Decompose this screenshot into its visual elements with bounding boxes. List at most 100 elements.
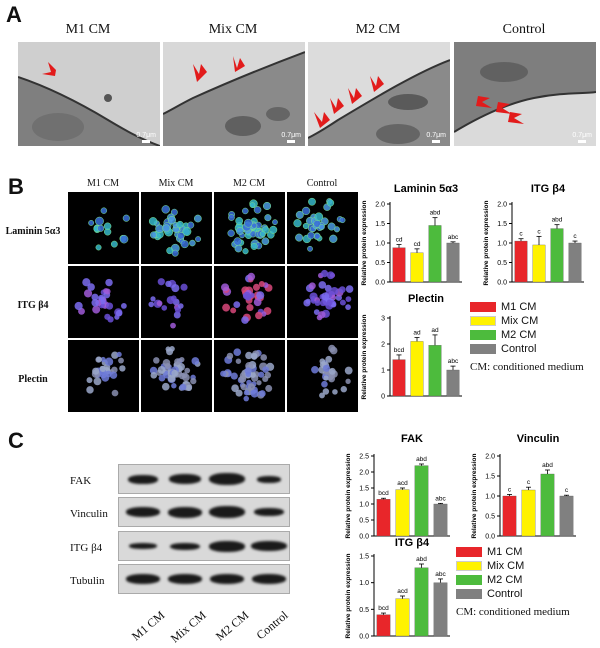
significance-label: abc: [435, 571, 446, 578]
blot-band: [251, 541, 287, 551]
blot-band: [257, 475, 281, 483]
bar: [410, 341, 424, 397]
y-tick-label: 0.0: [359, 534, 369, 541]
if-image: [287, 266, 358, 338]
bar: [446, 242, 460, 283]
chart-itg-b: ITG β4 Relative protein expression 0.0 0.5 1…: [483, 183, 584, 287]
blot-band: [252, 574, 286, 584]
blot-strip: [118, 497, 290, 527]
blot-strip: [118, 564, 290, 594]
bar: [428, 225, 442, 283]
y-tick-label: 0.5: [375, 260, 385, 267]
blot-band: [209, 473, 245, 485]
significance-label: ad: [431, 327, 439, 334]
bar: [376, 499, 391, 537]
chart-laminin: Laminin 5α3 Relative protein expression 0.…: [361, 183, 462, 287]
bar: [433, 582, 448, 637]
if-row-plectin: Plectin: [18, 374, 48, 385]
significance-label: c: [508, 486, 512, 493]
y-tick-label: 0.5: [485, 514, 495, 521]
significance-label: ad: [413, 330, 421, 337]
bar: [532, 244, 546, 283]
if-row-laminin: Laminin 5α3: [5, 226, 61, 237]
significance-label: abc: [448, 234, 459, 241]
y-tick-label: 2.0: [375, 202, 385, 209]
if-col-mix: Mix CM: [158, 178, 194, 189]
chart-ylabel: Relative protein expression: [361, 315, 368, 400]
blot-band: [126, 507, 160, 517]
if-col-m1: M1 CM: [87, 178, 119, 189]
blot-band: [170, 542, 200, 550]
blot-band: [210, 574, 244, 584]
significance-label: acd: [397, 480, 408, 487]
blot-band: [168, 506, 202, 518]
y-tick-label: 0.0: [485, 534, 495, 541]
blot-band: [168, 574, 202, 584]
significance-label: bcd: [378, 605, 389, 612]
bar: [521, 489, 536, 537]
blot-band: [129, 543, 157, 549]
chart-ylabel: Relative protein expression: [471, 454, 478, 539]
bar: [414, 465, 429, 537]
blot-band: [209, 540, 245, 552]
y-tick-label: 0.0: [497, 280, 507, 287]
significance-label: cd: [396, 237, 403, 244]
tem-title-mix: Mix CM: [208, 22, 258, 37]
legend-item: Mix CM: [456, 560, 570, 574]
if-row-itg: ITG β4: [17, 300, 49, 311]
tem-title-m1: M1 CM: [65, 22, 111, 37]
y-tick-label: 1.5: [485, 474, 495, 481]
if-image: [214, 340, 285, 412]
blot-strip: [118, 464, 290, 494]
bar: [392, 359, 406, 397]
blot-band: [169, 474, 201, 484]
significance-label: c: [527, 479, 531, 486]
y-tick-label: 3: [381, 316, 385, 323]
significance-label: abc: [448, 358, 459, 365]
if-image: [68, 340, 139, 412]
tem-title-m2: M2 CM: [355, 22, 401, 37]
y-tick-label: 0: [381, 394, 385, 401]
legend-item: M2 CM: [456, 574, 570, 588]
chart-fak: FAK Relative protein expression 0.0 0.5 1.0 1…: [345, 433, 450, 541]
chart-ylabel: Relative protein expression: [483, 201, 490, 286]
blot-strip: [118, 531, 290, 561]
significance-label: abc: [435, 495, 446, 502]
legend-item: M1 CM: [470, 301, 584, 315]
bar: [433, 503, 448, 537]
chart-vinculin: Vinculin Relative protein expression 0.0 0.…: [471, 433, 576, 541]
blot-lane-mix: Mix CM: [168, 608, 209, 646]
bar: [392, 247, 406, 283]
if-image: [68, 266, 139, 338]
tem-image-control: 0.7μm: [454, 42, 596, 146]
if-image: [287, 192, 358, 264]
if-col-control: Control: [306, 178, 338, 189]
bar: [395, 598, 410, 637]
y-tick-label: 1.5: [359, 486, 369, 493]
chart-title: ITG β4: [395, 537, 430, 549]
significance-label: abd: [416, 456, 427, 463]
blot-label-itg: ITG β4: [70, 542, 103, 554]
blot-label-fak: FAK: [70, 475, 92, 487]
y-tick-label: 2: [381, 342, 385, 349]
significance-label: acd: [397, 588, 408, 595]
significance-label: c: [537, 228, 541, 235]
blot-band: [254, 508, 284, 516]
bar: [540, 473, 555, 537]
y-tick-label: 0.5: [359, 518, 369, 525]
chart-title: Vinculin: [517, 433, 560, 445]
significance-label: abd: [416, 556, 427, 563]
bar: [514, 240, 528, 283]
significance-label: c: [573, 233, 577, 240]
tem-image-m2: 0.7μm: [308, 42, 450, 146]
y-tick-label: 1.5: [375, 221, 385, 228]
legend-note: CM: conditioned medium: [456, 606, 570, 618]
significance-label: abd: [552, 217, 563, 224]
blot-band: [128, 474, 158, 484]
chart-title: Laminin 5α3: [394, 183, 458, 195]
significance-label: c: [565, 487, 569, 494]
bar: [428, 345, 442, 397]
y-tick-label: 0.5: [497, 260, 507, 267]
blot-band: [126, 574, 160, 584]
